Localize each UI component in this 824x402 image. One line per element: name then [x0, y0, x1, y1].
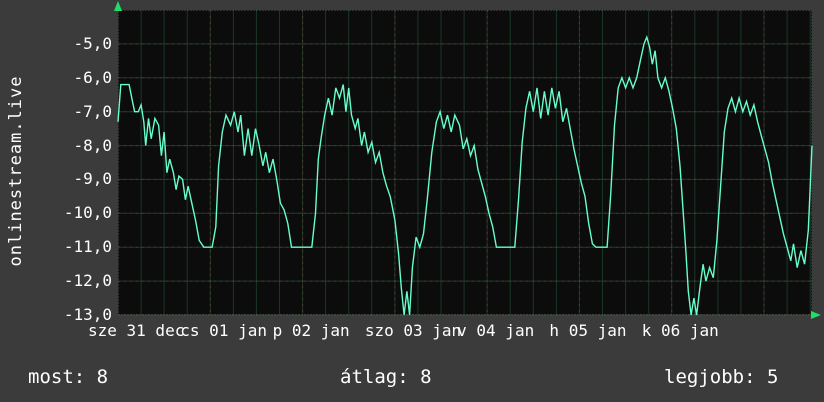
y-axis-label: -9,0 [73, 169, 112, 189]
y-axis-label: -8,0 [73, 135, 112, 155]
stat-atlag-value: 8 [420, 366, 432, 388]
y-axis-label: -11,0 [63, 237, 112, 257]
plot-area [114, 1, 821, 319]
stat-most-label: most: [28, 366, 86, 388]
stat-most-value: 8 [96, 366, 109, 388]
stat-legjobb-value: 5 [766, 366, 779, 388]
y-axis-label: -7,0 [73, 101, 112, 121]
stat-most: most: 8 [28, 366, 108, 388]
x-axis-label: cs 01 jan [180, 321, 267, 340]
y-axis-arrow-icon [114, 1, 122, 11]
data-line [117, 34, 813, 316]
stat-legjobb: legjobb: 5 [664, 366, 778, 388]
plot-frame [118, 10, 812, 315]
x-axis-label: h 05 jan [549, 321, 627, 340]
chart-svg [114, 1, 821, 319]
y-axis-label: -13,0 [63, 305, 112, 324]
x-axis-label: sze 31 dec [88, 321, 185, 340]
x-axis-label: szo 03 jan [364, 321, 462, 340]
x-axis-arrow-icon [811, 311, 821, 319]
x-axis-label: p 02 jan [272, 321, 350, 340]
x-axis-label: k 06 jan [641, 321, 719, 340]
y-axis-label: -12,0 [63, 271, 112, 291]
y-axis-label: -10,0 [63, 203, 112, 223]
stat-legjobb-label: legjobb: [664, 366, 756, 388]
stat-atlag: átlag: 8 [340, 366, 432, 388]
x-axis-label: v 04 jan [457, 321, 535, 340]
y-axis-label: -6,0 [73, 67, 112, 87]
stat-atlag-label: átlag: [340, 366, 409, 388]
y-axis-label: -5,0 [73, 33, 112, 53]
